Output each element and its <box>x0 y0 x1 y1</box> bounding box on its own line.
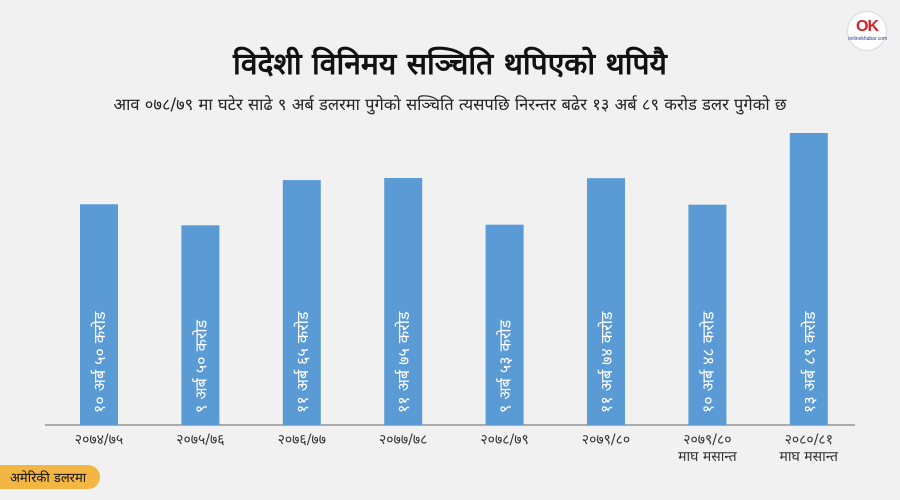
unit-badge: अमेरिकी डलरमा <box>0 465 101 489</box>
x-tick-label: २०७५/७६ <box>176 432 224 448</box>
bar-data-label: १० अर्ब ५० करोड <box>90 311 109 413</box>
bar <box>485 224 524 425</box>
bar <box>181 225 220 425</box>
bar <box>384 177 423 425</box>
bar-data-label: ११ अर्ब ७५ करोड <box>394 311 413 413</box>
x-tick-label: २०७४/७५ <box>75 432 123 448</box>
chart-title: विदेशी विनिमय सञ्चिति थपिएको थपियै <box>233 47 667 82</box>
bar-data-label: ११ अर्ब ६५ करोड <box>293 311 312 413</box>
x-tick-label: २०७६/७७ <box>278 432 326 448</box>
x-tick-label: २०७९/८० <box>582 432 630 448</box>
bar <box>282 180 321 425</box>
onlinekhabar-logo: OK onlinekhabar.com <box>848 12 888 50</box>
x-tick-label: २०७७/७८ <box>379 432 427 448</box>
x-tick-label: २०७८/७९ <box>480 432 528 448</box>
bar <box>80 204 118 425</box>
bar <box>587 178 625 425</box>
bar-data-label: १३ अर्ब ८९ करोड <box>800 311 819 413</box>
x-tick-label: माघ मसान्त <box>780 449 839 465</box>
bar-data-label: १० अर्ब ४८ करोड <box>698 311 717 413</box>
x-tick-label: २०८०/८१ <box>785 432 833 448</box>
chart-subtitle: आव ०७८/७९ मा घटेर साढे ९ अर्ब डलरमा पुगे… <box>113 95 787 114</box>
logo-wordmark: onlinekhabar.com <box>848 36 888 42</box>
x-tick-label: २०७९/८० <box>683 432 731 448</box>
bar-data-label: ९ अर्ब ५० करोड <box>191 319 210 413</box>
bar-data-label: ९ अर्ब ५३ करोड <box>496 319 515 413</box>
bar-data-label: ११ अर्ब ७४ करोड <box>597 311 616 413</box>
bar <box>789 133 828 425</box>
bar <box>688 204 727 425</box>
logo-mark: OK <box>856 18 879 35</box>
x-tick-label: माघ मसान्त <box>678 449 737 465</box>
